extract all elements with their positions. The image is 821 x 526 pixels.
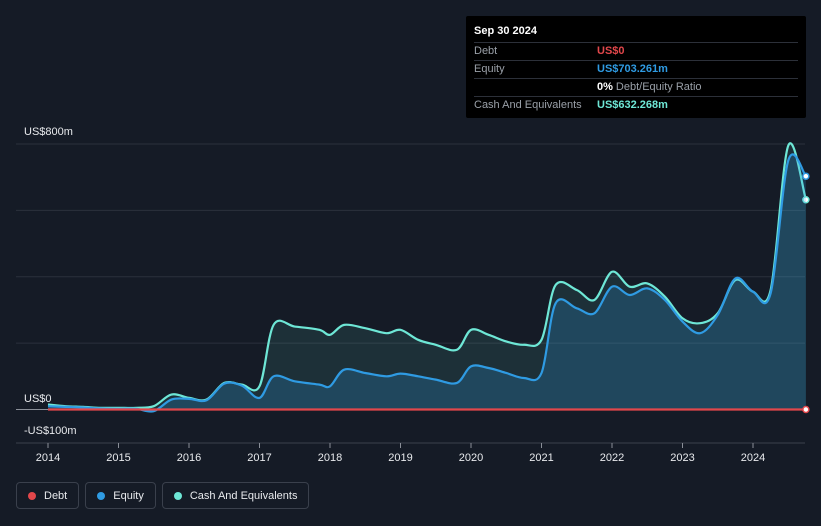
tooltip-equity-label: Equity: [474, 63, 505, 75]
cash-dot-icon: [173, 491, 182, 500]
tooltip-date: Sep 30 2024: [474, 24, 798, 43]
equity-dot-icon: [97, 491, 106, 500]
equity-end-marker: [802, 172, 810, 180]
y-tick-label: US$0: [24, 393, 52, 405]
tooltip-debt-label: Debt: [474, 45, 498, 57]
tooltip-row-debt: Debt US$0: [474, 43, 798, 61]
x-tick-label: 2023: [670, 452, 694, 464]
tooltip-row-cash: Cash And Equivalents US$632.268m: [474, 97, 798, 114]
x-tick-label: 2018: [318, 452, 342, 464]
legend-debt-label: Debt: [44, 489, 68, 502]
legend-item-debt[interactable]: Debt: [16, 482, 80, 509]
cash-and-equivalents-area: [48, 143, 806, 410]
y-axis-labels: US$800m US$0 -US$100m: [24, 126, 77, 437]
y-tick-label: -US$100m: [24, 425, 77, 437]
legend-equity-label: Equity: [113, 489, 144, 502]
equity-area: [48, 154, 806, 412]
equity-line: [47, 153, 807, 413]
debt-dot-icon: [28, 491, 36, 500]
x-tick-label: 2022: [600, 452, 624, 464]
chart-legend: Debt Equity Cash And Equivalents: [16, 482, 310, 511]
tooltip-ratio-value: 0%: [597, 81, 613, 93]
x-tick-label: 2024: [741, 452, 765, 464]
cash-and-equivalents-end-marker: [802, 196, 810, 204]
data-tooltip: Sep 30 2024 Debt US$0 Equity US$703.261m…: [466, 16, 806, 118]
legend-cash-label: Cash And Equivalents: [189, 489, 298, 502]
tooltip-row-ratio: 0% Debt/Equity Ratio: [474, 79, 798, 97]
x-tick-label: 2014: [36, 452, 60, 464]
tooltip-row-equity: Equity US$703.261m: [474, 61, 798, 79]
x-tick-label: 2020: [459, 452, 483, 464]
y-tick-label: US$800m: [24, 126, 73, 138]
debt-end-marker: [802, 405, 810, 414]
x-tick-label: 2019: [388, 452, 412, 464]
tooltip-equity-value: US$703.261m: [597, 63, 668, 75]
x-axis: 2014 2015 2016 2017 2018 2019 2020 2021 2022 2023…: [36, 443, 765, 464]
x-tick-label: 2021: [529, 452, 553, 464]
x-tick-label: 2017: [247, 452, 271, 464]
tooltip-cash-value: US$632.268m: [597, 99, 668, 111]
legend-item-equity[interactable]: Equity: [85, 482, 156, 509]
series-layer: [47, 142, 810, 414]
cash-and-equivalents-line: [47, 142, 807, 410]
x-tick-label: 2015: [106, 452, 130, 464]
tooltip-cash-label: Cash And Equivalents: [474, 99, 582, 111]
tooltip-ratio-label: Debt/Equity Ratio: [615, 81, 702, 93]
x-tick-label: 2016: [177, 452, 201, 464]
tooltip-debt-value: US$0: [597, 45, 625, 57]
legend-item-cash[interactable]: Cash And Equivalents: [161, 482, 310, 509]
